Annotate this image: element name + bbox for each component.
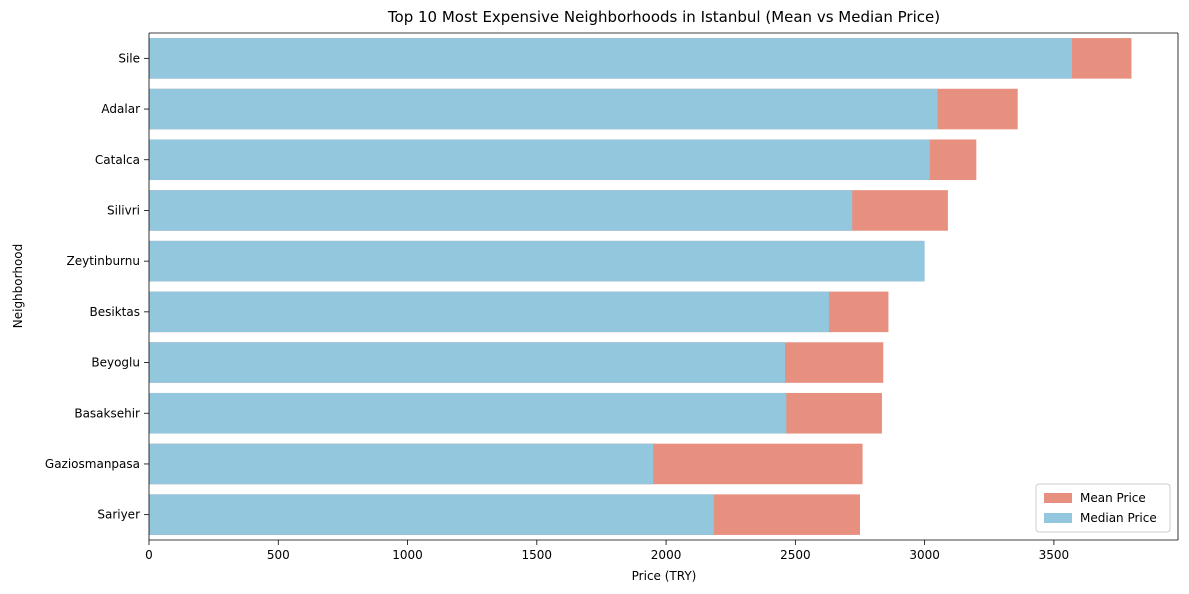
bar-median-adalar	[149, 88, 938, 130]
chart-title: Top 10 Most Expensive Neighborhoods in I…	[387, 8, 940, 26]
y-tick-label-besiktas: Besiktas	[90, 305, 140, 319]
x-tick-label-2500: 2500	[780, 548, 811, 562]
x-tick-label-0: 0	[145, 548, 153, 562]
x-tick-label-500: 500	[267, 548, 290, 562]
y-tick-label-basaksehir: Basaksehir	[74, 406, 140, 420]
y-tick-label-sile: Sile	[118, 51, 140, 65]
bar-median-basaksehir	[149, 392, 787, 434]
x-tick-label-1000: 1000	[392, 548, 423, 562]
bar-median-zeytinburnu	[149, 240, 925, 282]
bar-median-silivri	[149, 190, 853, 231]
x-tick-label-3000: 3000	[909, 548, 940, 562]
legend-label-1: Median Price	[1080, 511, 1157, 525]
x-axis-label: Price (TRY)	[632, 569, 697, 583]
plot-area: 0 500 1000 1500 2000 2500 3000 3500 Sile Adalar Ca…	[45, 32, 1179, 562]
bar-median-sile	[149, 38, 1072, 79]
y-tick-label-silivri: Silivri	[107, 203, 140, 217]
bar-median-beyoglu	[149, 342, 786, 383]
bar-median-catalca	[149, 139, 930, 181]
bar-median-gaziosmanpasa	[149, 443, 654, 485]
y-tick-label-beyoglu: Beyoglu	[91, 356, 140, 370]
legend: Mean Price Median Price	[1035, 483, 1171, 533]
legend-label-0: Mean Price	[1080, 491, 1146, 505]
x-tick-label-2000: 2000	[651, 548, 682, 562]
y-tick-label-adalar: Adalar	[101, 102, 140, 116]
y-tick-label-zeytinburnu: Zeytinburnu	[66, 254, 140, 268]
bar-median-sariyer	[149, 494, 714, 535]
y-tick-label-sariyer: Sariyer	[97, 508, 140, 522]
x-tick-label-1500: 1500	[522, 548, 553, 562]
y-axis-label: Neighborhood	[11, 244, 25, 329]
y-tick-label-gaziosmanpasa: Gaziosmanpasa	[45, 457, 140, 471]
x-tick-label-3500: 3500	[1039, 548, 1070, 562]
bar-median-besiktas	[149, 291, 829, 333]
legend-swatch-1	[1044, 513, 1072, 523]
legend-swatch-0	[1044, 493, 1072, 503]
y-tick-label-catalca: Catalca	[95, 153, 140, 167]
